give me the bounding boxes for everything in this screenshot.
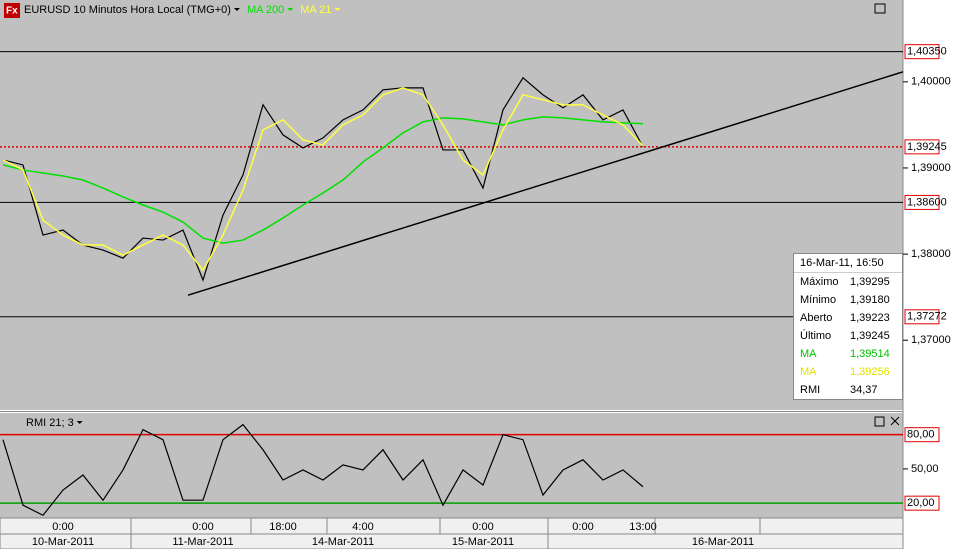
date-label: 14-Mar-2011 (312, 536, 374, 548)
info-value: 1,39180 (850, 294, 890, 306)
axis-label: 1,37272 (907, 311, 947, 323)
axis-label-box (904, 194, 940, 210)
y-tick-label: 1,39000 (911, 162, 951, 174)
info-value: 1,39245 (850, 330, 890, 342)
legend-entry: MA 200 (247, 4, 284, 16)
info-label: Máximo (800, 276, 839, 288)
info-row: Último 1,39245 (794, 327, 902, 345)
close-button[interactable] (890, 416, 900, 426)
info-value: 1,39295 (850, 276, 890, 288)
axis-label: 80,00 (907, 429, 935, 441)
info-row: Mínimo 1,39180 (794, 291, 902, 309)
chart-title: EURUSD 10 Minutos Hora Local (TMG+0) (24, 4, 231, 16)
axis-separators (130, 518, 761, 549)
trendline (187, 71, 904, 296)
y-tick-label: 1,38000 (911, 248, 951, 260)
info-label: Último (800, 330, 832, 342)
x-tick-label: 13:00 (629, 521, 657, 533)
dropdown-arrow (287, 8, 294, 11)
x-tick-label: 18:00 (269, 521, 297, 533)
y-tick-label: 1,37000 (911, 334, 951, 346)
x-tick-label: 0:00 (472, 521, 493, 533)
info-row: MA 1,39256 (794, 363, 902, 381)
maximize-button[interactable] (874, 3, 886, 14)
info-row: Aberto 1,39223 (794, 309, 902, 327)
info-row: RMI 34,37 (794, 381, 902, 399)
info-row: Máximo 1,39295 (794, 273, 902, 291)
series-line (2, 76, 644, 282)
info-label: Mínimo (800, 294, 837, 306)
series-line (2, 116, 644, 244)
info-value: 1,39256 (850, 366, 890, 378)
axis-label-box (904, 44, 940, 60)
date-label: 11-Mar-2011 (172, 536, 233, 548)
chart-title: RMI 21; 3 (26, 417, 74, 429)
series-line (2, 87, 644, 272)
y-tick-label: 50,00 (911, 463, 939, 475)
info-label: Aberto (800, 312, 833, 324)
info-value: 34,37 (850, 384, 878, 396)
axis-label-box (904, 139, 940, 155)
dropdown-arrow (76, 421, 83, 424)
info-row: MA 1,39514 (794, 345, 902, 363)
info-value: 1,39223 (850, 312, 890, 324)
date-label: 15-Mar-2011 (452, 536, 514, 548)
axis-label: 20,00 (907, 497, 935, 509)
dropdown-arrow (334, 8, 341, 11)
info-panel: 16-Mar-11, 16:50 Máximo 1,39295 Mínimo 1,3… (793, 253, 903, 400)
fx-icon (4, 3, 20, 18)
series-line (2, 423, 644, 517)
x-tick-label: 0:00 (52, 521, 73, 533)
x-tick-label: 4:00 (352, 521, 373, 533)
axis-label: 1,40350 (907, 46, 947, 58)
y-tick-label: 1,40000 (911, 76, 951, 88)
axis-label-box (904, 309, 940, 325)
date-label: 10-Mar-2011 (32, 536, 94, 548)
x-tick-label: 0:00 (572, 521, 593, 533)
axis-label-box (904, 495, 940, 511)
fx-icon-text: Fx (6, 6, 18, 17)
date-label: 16-Mar-2011 (692, 536, 754, 548)
info-label: MA (800, 366, 817, 378)
maximize-button[interactable] (874, 416, 885, 427)
legend-entry: MA 21 (300, 4, 331, 16)
x-tick-label: 0:00 (192, 521, 213, 533)
price-panel (0, 0, 903, 410)
axis-label-box (904, 427, 940, 443)
info-value: 1,39514 (850, 348, 890, 360)
axis-label: 1,38600 (907, 196, 947, 208)
info-label: MA (800, 348, 817, 360)
info-label: RMI (800, 384, 821, 396)
dropdown-arrow (233, 8, 240, 11)
axis-label: 1,39245 (907, 141, 947, 153)
info-date: 16-Mar-11, 16:50 (794, 254, 902, 273)
rmi-panel (0, 413, 903, 518)
